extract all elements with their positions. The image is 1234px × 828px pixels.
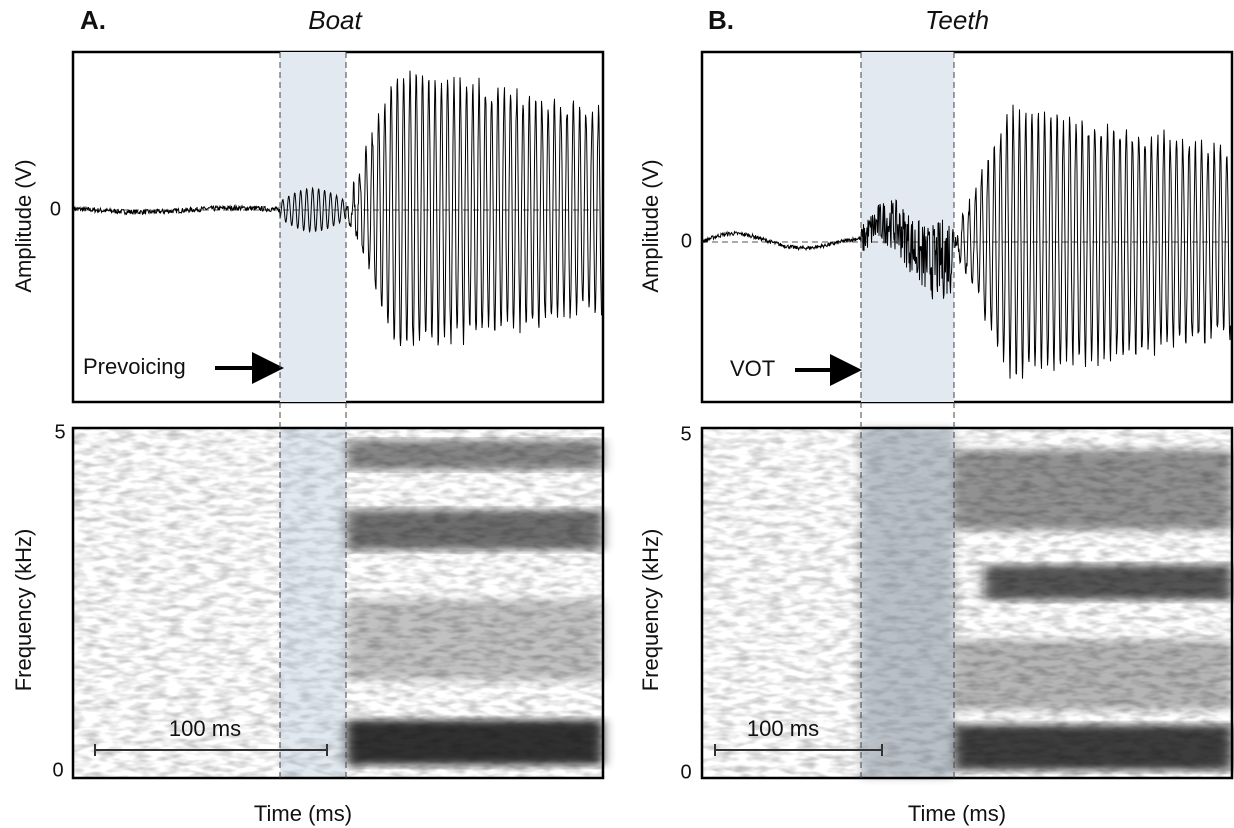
annotation: VOT [730,356,775,381]
scale-label: 100 ms [169,716,241,741]
top-label: 5 [54,421,65,443]
highlight-band [861,428,954,778]
panel-letter: B. [708,5,734,35]
formant-band [346,720,603,765]
bottom-label: 0 [680,761,691,783]
waveform [73,70,602,347]
waveform [702,104,1231,379]
highlight-band [280,428,346,778]
spectrogram-frame [71,426,605,780]
spectrogram-frame [700,426,1234,780]
formant-band [346,600,603,680]
y-axis-label: Amplitude (V) [11,159,36,292]
formant-band [954,450,1232,530]
panel-letter: A. [80,5,106,35]
x-axis-label: Time (ms) [908,801,1006,826]
formant-band [861,428,954,778]
y-axis-label: Frequency (kHz) [638,529,663,692]
panel-word: Boat [308,5,363,35]
annotation: Prevoicing [83,354,186,379]
formant-band [346,510,603,550]
scale-label: 100 ms [747,716,819,741]
zero-label: 0 [50,198,61,220]
zero-label: 0 [681,230,692,252]
panel-word: Teeth [925,5,989,35]
y-axis-label: Amplitude (V) [638,159,663,292]
y-axis-label: Frequency (kHz) [11,529,36,692]
formant-band [954,640,1232,710]
x-axis-label: Time (ms) [254,801,352,826]
formant-band [984,565,1232,600]
bottom-label: 0 [52,759,63,781]
top-label: 5 [680,423,691,445]
formant-band [954,725,1232,770]
highlight-band [280,52,346,402]
formant-band [346,440,603,470]
